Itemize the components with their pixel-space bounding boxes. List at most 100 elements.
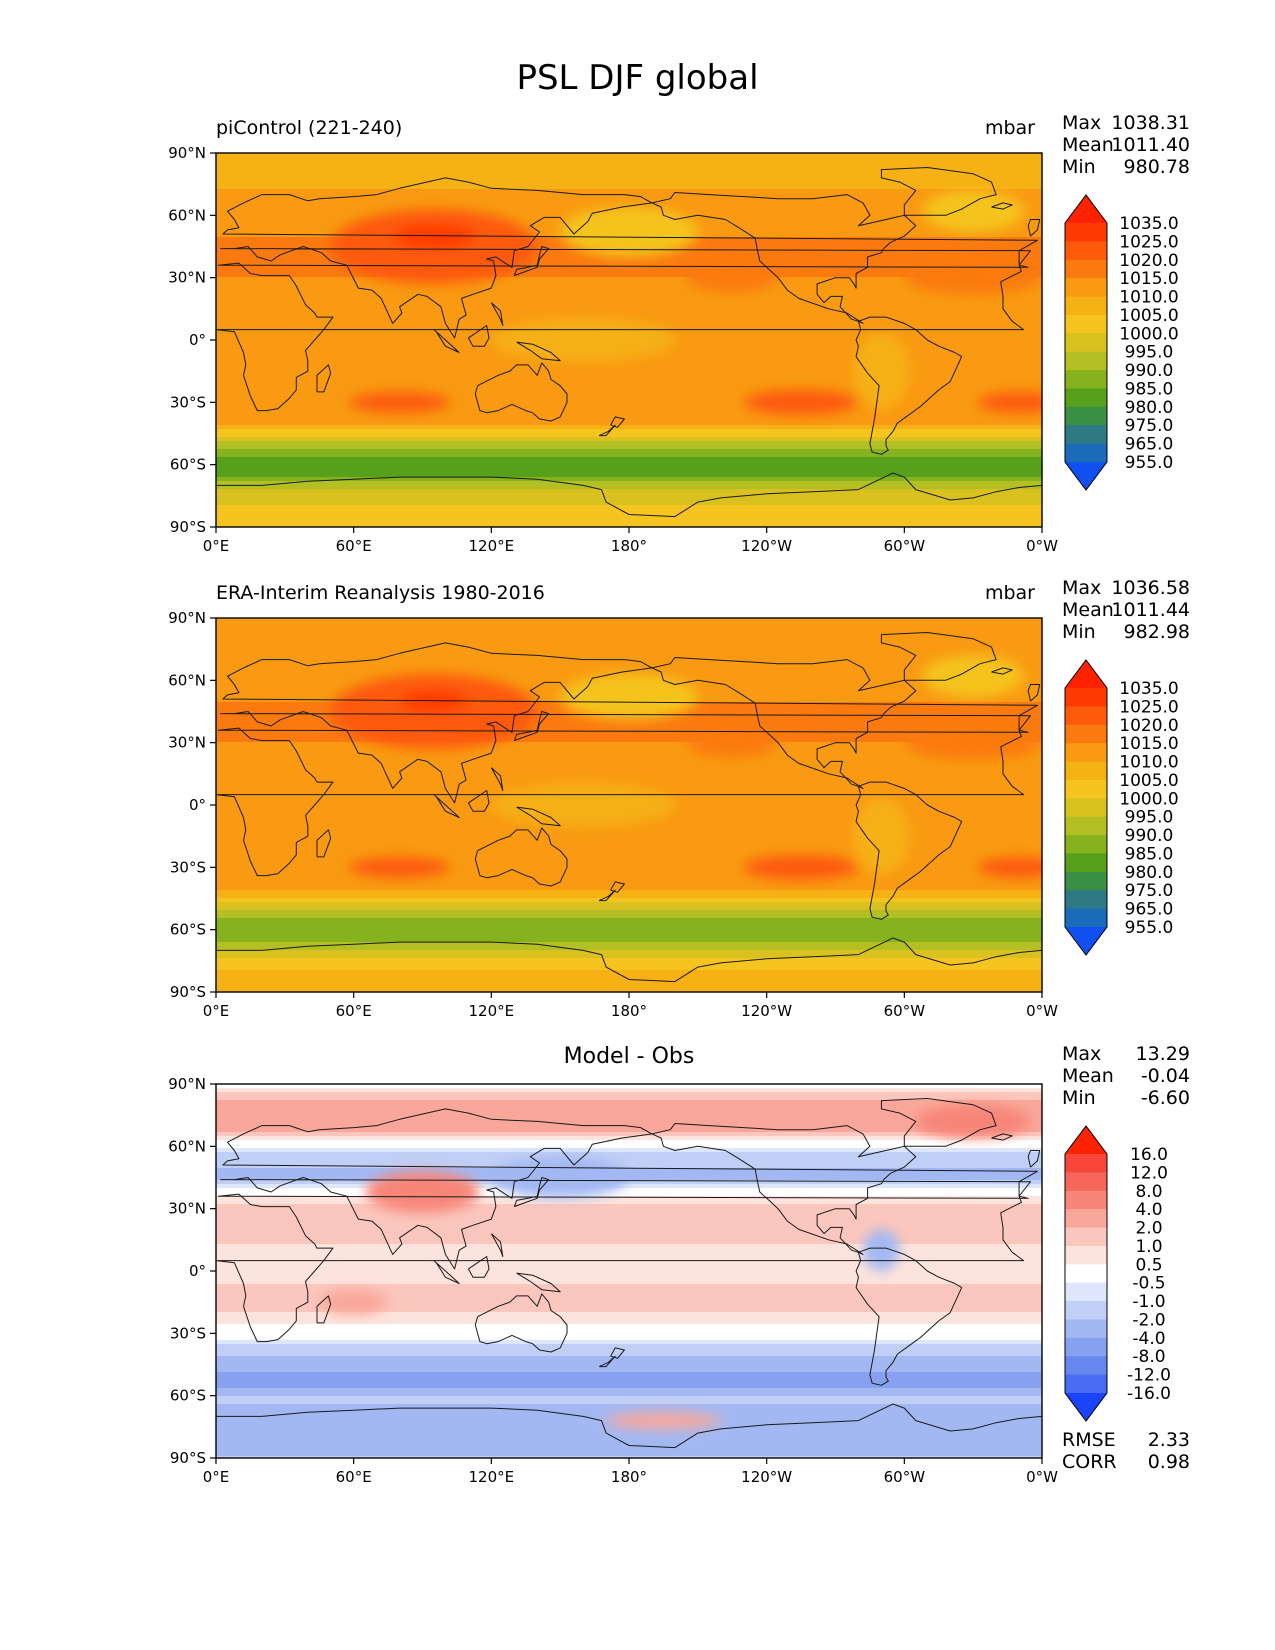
pressure-feature xyxy=(349,391,451,413)
zonal-band xyxy=(216,501,1042,506)
coastline xyxy=(991,202,1013,210)
colorbar-label: 0.5 xyxy=(1135,1255,1162,1275)
colorbar-label: 990.0 xyxy=(1125,361,1174,381)
colorbar-label: 980.0 xyxy=(1125,863,1174,883)
zonal-band xyxy=(216,894,1042,899)
zonal-band xyxy=(216,381,1042,386)
zonal-band xyxy=(216,1208,1042,1213)
zonal-band xyxy=(216,389,1042,394)
zonal-band xyxy=(216,273,1042,278)
zonal-band xyxy=(216,393,1042,398)
coastline xyxy=(991,667,1013,675)
panel-observation: ERA-Interim Reanalysis 1980-2016 mbar Ma… xyxy=(0,577,1275,1040)
zonal-band xyxy=(216,1276,1042,1281)
coastline xyxy=(490,767,504,791)
zonal-band xyxy=(216,1084,1042,1089)
colorbar-segment xyxy=(1065,443,1107,463)
zonal-band xyxy=(216,189,1042,194)
colorbar-label: -2.0 xyxy=(1132,1310,1165,1330)
x-tick-label: 0°E xyxy=(203,537,230,555)
coastline xyxy=(513,246,550,277)
zonal-band xyxy=(216,882,1042,887)
zonal-band xyxy=(216,433,1042,438)
colorbar-segment xyxy=(1065,406,1107,426)
x-tick-label: 120°W xyxy=(741,537,792,555)
zonal-band xyxy=(216,521,1042,526)
zonal-band xyxy=(216,425,1042,430)
stat-label-max: Max xyxy=(1062,112,1102,134)
stat-label-max: Max xyxy=(1062,1043,1102,1065)
colorbar-segment xyxy=(1065,388,1107,408)
zonal-band xyxy=(216,461,1042,466)
colorbar-extend-min xyxy=(1065,927,1107,955)
stat-label-min: Min xyxy=(1062,1087,1096,1109)
colorbar-label: 985.0 xyxy=(1125,844,1174,864)
coastline xyxy=(216,1403,1042,1449)
coastline xyxy=(467,790,490,812)
colorbar-segment xyxy=(1065,779,1107,799)
zonal-band xyxy=(216,1452,1042,1457)
coastline xyxy=(316,829,332,858)
x-tick-label: 180° xyxy=(611,1468,647,1486)
zonal-band xyxy=(216,1088,1042,1093)
colorbar-segment xyxy=(1065,871,1107,891)
zonal-band xyxy=(216,1096,1042,1101)
zonal-band xyxy=(216,1404,1042,1409)
zonal-band xyxy=(216,1440,1042,1445)
zonal-band xyxy=(216,1256,1042,1261)
zonal-band xyxy=(216,469,1042,474)
map-plot: 0°E 60°E 120°E 180° 120°W 60°W 0°W 90°N 60°N 30°N… xyxy=(168,609,1179,1020)
zonal-band xyxy=(216,1148,1042,1153)
zonal-band xyxy=(216,513,1042,518)
zonal-band xyxy=(216,201,1042,206)
zonal-band xyxy=(216,1228,1042,1233)
x-tick-label: 0°W xyxy=(1026,537,1058,555)
x-tick-label: 0°W xyxy=(1026,1468,1058,1486)
zonal-band xyxy=(216,778,1042,783)
y-tick-label: 60°N xyxy=(168,206,206,224)
zonal-band xyxy=(216,1236,1042,1241)
coastline xyxy=(598,889,616,902)
zonal-band xyxy=(216,850,1042,855)
y-tick-label: 90°N xyxy=(168,609,206,627)
zonal-band xyxy=(216,1204,1042,1209)
colorbar-segment xyxy=(1065,278,1107,298)
coastline xyxy=(220,177,1038,339)
x-tick-label: 0°W xyxy=(1026,1002,1058,1020)
figure-title: PSL DJF global xyxy=(516,58,759,98)
zonal-band xyxy=(216,934,1042,939)
zonal-band xyxy=(216,990,1042,992)
zonal-band xyxy=(216,622,1042,627)
colorbar-segment xyxy=(1065,890,1107,910)
colorbar-outline xyxy=(1064,194,1108,491)
zonal-band xyxy=(216,1292,1042,1297)
pressure-feature xyxy=(606,1412,721,1429)
colorbar-outline xyxy=(1064,1125,1108,1422)
zonal-band xyxy=(216,1192,1042,1197)
zonal-band xyxy=(216,277,1042,282)
zonal-band xyxy=(216,718,1042,723)
coastline xyxy=(855,1247,963,1386)
zonal-band xyxy=(216,281,1042,286)
zonal-band xyxy=(216,1308,1042,1313)
zonal-band xyxy=(216,646,1042,651)
y-tick-label: 30°N xyxy=(168,1200,206,1218)
colorbar-segment xyxy=(1065,908,1107,928)
zonal-band xyxy=(216,1120,1042,1125)
pressure-feature xyxy=(491,319,675,361)
zonal-band xyxy=(216,161,1042,166)
x-tick-label: 120°E xyxy=(469,537,515,555)
colorbar-segment xyxy=(1065,688,1107,707)
pressure-feature xyxy=(686,263,779,293)
zonal-band xyxy=(216,822,1042,827)
x-tick-label: 0°E xyxy=(203,1002,230,1020)
zonal-band xyxy=(216,1260,1042,1265)
zonal-band xyxy=(216,289,1042,294)
coastline xyxy=(216,937,1042,983)
zonal-band xyxy=(216,1380,1042,1385)
zonal-band xyxy=(216,385,1042,390)
coastline xyxy=(516,341,561,362)
zonal-band xyxy=(216,970,1042,975)
zonal-band xyxy=(216,906,1042,911)
zonal-band xyxy=(216,890,1042,895)
